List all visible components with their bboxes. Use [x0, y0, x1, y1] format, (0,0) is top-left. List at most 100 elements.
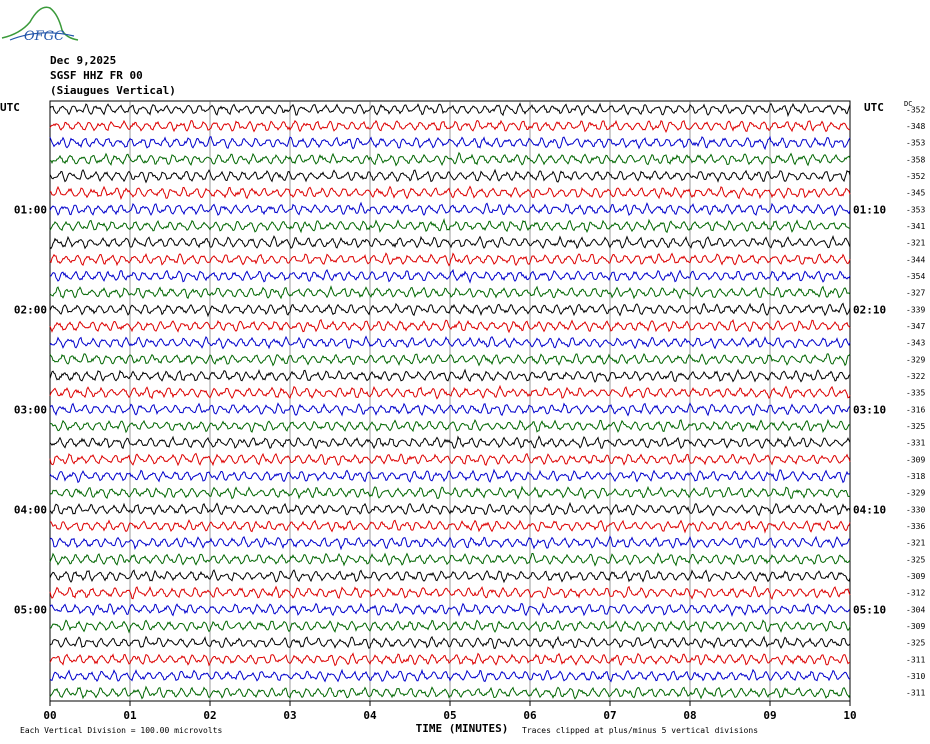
clipping-note: Traces clipped at plus/minus 5 vertical … — [522, 726, 758, 735]
x-tick-label: 01 — [123, 709, 137, 722]
station-location: (Siaugues Vertical) — [50, 84, 176, 97]
trace-row-12 — [49, 285, 851, 300]
dc-offset-label: -329 — [906, 489, 925, 498]
right-hour-label: 04:10 — [853, 503, 886, 516]
dc-offset-label: -352 — [906, 105, 925, 114]
logo-swoosh-icon — [9, 32, 75, 41]
trace-row-29 — [49, 569, 851, 584]
dc-offset-label: -354 — [906, 272, 925, 281]
dc-offset-label: -341 — [906, 222, 925, 231]
right-utc-label: UTC — [864, 101, 884, 114]
dc-offset-label: -309 — [906, 572, 925, 581]
dc-offset-label: -347 — [906, 322, 925, 331]
trace-row-7 — [49, 201, 851, 217]
trace-row-9 — [49, 234, 851, 250]
x-tick-label: 06 — [523, 709, 537, 722]
dc-offset-label: -343 — [906, 339, 925, 348]
dc-offset-label: -325 — [906, 555, 925, 564]
trace-row-20 — [49, 418, 851, 434]
dc-offset-label: -330 — [906, 505, 925, 514]
record-date: Dec 9,2025 — [50, 54, 117, 67]
x-tick-label: 02 — [203, 709, 216, 722]
right-hour-label: 01:10 — [853, 203, 886, 216]
trace-row-28 — [49, 552, 851, 567]
trace-row-14 — [49, 318, 851, 334]
dc-offset-label: -358 — [906, 155, 925, 164]
dc-offset-label: -311 — [906, 655, 925, 664]
trace-row-3 — [49, 135, 851, 151]
x-tick-label: 09 — [763, 709, 776, 722]
trace-row-25 — [49, 501, 851, 517]
trace-row-16 — [49, 352, 851, 367]
vertical-division-note: Each Vertical Division = 100.00 microvol… — [20, 726, 222, 735]
trace-row-36 — [49, 685, 851, 700]
dc-offset-label: -312 — [906, 589, 925, 598]
x-tick-label: 05 — [443, 709, 456, 722]
trace-row-35 — [49, 668, 851, 683]
x-tick-label: 00 — [43, 709, 56, 722]
trace-row-26 — [49, 519, 851, 534]
logo-text: OFGC — [24, 29, 64, 44]
left-utc-label: UTC — [0, 101, 20, 114]
trace-row-13 — [49, 302, 851, 318]
dc-offset-label: -309 — [906, 622, 925, 631]
trace-row-23 — [49, 468, 851, 484]
trace-row-18 — [49, 384, 851, 400]
dc-offset-label: -352 — [906, 172, 925, 181]
dc-offset-label: -304 — [906, 605, 925, 614]
trace-row-6 — [49, 185, 851, 201]
trace-row-2 — [49, 119, 851, 133]
dc-offset-label: -348 — [906, 122, 925, 131]
dc-offset-label: -321 — [906, 239, 925, 248]
station-code: SGSF HHZ FR 00 — [50, 69, 143, 82]
trace-row-21 — [49, 435, 851, 450]
dc-offset-label: -325 — [906, 639, 925, 648]
dc-offset-label: -316 — [906, 405, 925, 414]
trace-row-17 — [49, 368, 851, 383]
trace-row-33 — [49, 635, 851, 650]
trace-row-8 — [49, 218, 851, 234]
dc-offset-label: -353 — [906, 139, 925, 148]
trace-row-32 — [49, 619, 851, 634]
trace-row-15 — [49, 335, 851, 350]
dc-offset-label: -336 — [906, 522, 925, 531]
right-hour-label: 02:10 — [853, 303, 886, 316]
ofgc-logo: OFGC — [1, 6, 79, 44]
dc-offset-label: -322 — [906, 372, 925, 381]
trace-row-31 — [49, 602, 851, 617]
trace-row-27 — [49, 535, 851, 551]
x-tick-label: 03 — [283, 709, 296, 722]
dc-offset-label: -321 — [906, 539, 925, 548]
left-hour-label: 02:00 — [14, 303, 47, 316]
trace-row-30 — [49, 585, 851, 600]
trace-row-11 — [49, 268, 851, 284]
dc-offset-label: -309 — [906, 455, 925, 464]
dc-offset-label: -345 — [906, 189, 925, 198]
x-axis-title: TIME (MINUTES) — [416, 722, 509, 735]
x-tick-label: 10 — [843, 709, 856, 722]
dc-offset-label: -344 — [906, 255, 925, 264]
right-hour-label: 05:10 — [853, 603, 886, 616]
trace-row-4 — [50, 151, 851, 167]
dc-header-label: DC — [904, 100, 912, 108]
dc-offset-label: -329 — [906, 355, 925, 364]
dc-offset-label: -311 — [906, 689, 925, 698]
left-hour-label: 03:00 — [14, 403, 47, 416]
trace-row-24 — [49, 485, 851, 500]
trace-row-34 — [49, 652, 850, 667]
dc-offset-label: -353 — [906, 205, 925, 214]
dc-offset-label: -310 — [906, 672, 925, 681]
x-tick-label: 08 — [683, 709, 696, 722]
dc-offset-label: -339 — [906, 305, 925, 314]
dc-offset-label: -331 — [906, 439, 925, 448]
x-tick-label: 07 — [603, 709, 616, 722]
x-tick-label: 04 — [363, 709, 377, 722]
dc-offset-label: -325 — [906, 422, 925, 431]
left-hour-label: 01:00 — [14, 203, 47, 216]
trace-row-10 — [49, 252, 851, 267]
right-hour-label: 03:10 — [853, 403, 886, 416]
left-hour-label: 04:00 — [14, 503, 47, 516]
trace-row-5 — [49, 168, 851, 184]
trace-row-1 — [49, 102, 851, 118]
